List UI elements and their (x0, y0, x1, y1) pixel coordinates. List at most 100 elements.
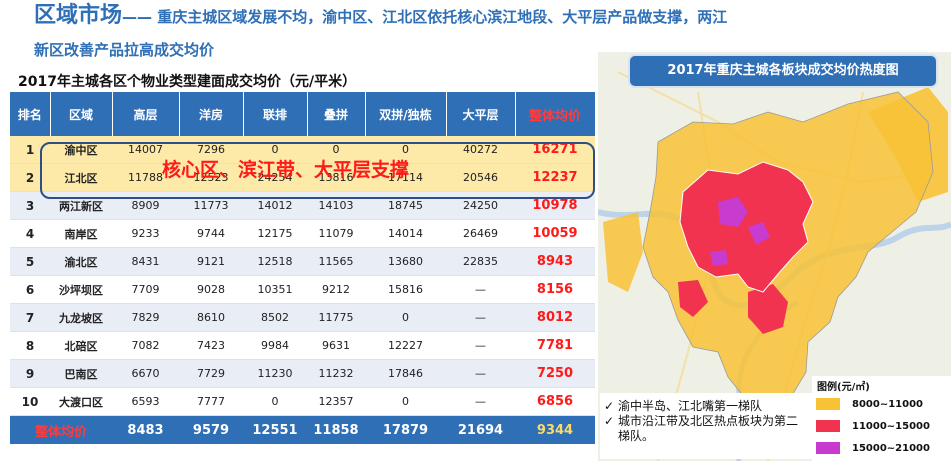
footer-cell: 17879 (365, 415, 446, 444)
large-flat-price: 20546 (446, 163, 515, 192)
footer-cell: 11858 (307, 415, 365, 444)
legend-title: 图例(元/㎡) (817, 382, 870, 393)
legend-swatch (816, 398, 840, 410)
headline-title: 区域市场 (34, 3, 123, 28)
villa-apartment-price: 7777 (179, 387, 243, 416)
stacked-price: 11079 (307, 219, 365, 248)
legend-label: 15000~21000 (852, 443, 930, 454)
core-area-callout: 核心区、滨江带、大平层支撑 (162, 159, 410, 181)
rank-cell: 8 (10, 331, 50, 360)
notes-panel: ✓ 渝中半岛、江北嘴第一梯队 ✓ 城市沿江带及北区热点板块为第二梯队。 (600, 393, 812, 459)
table-row: 9 巴南区 6670 7729 11230 11232 17846—7250 (10, 359, 595, 388)
large-flat-price: 26469 (446, 219, 515, 248)
highrise-price: 6670 (112, 359, 179, 388)
table-row: 2 江北区 11788 12523 24254 13816 17114 20546 12237 (10, 163, 595, 192)
overall-avg-price: 10978 (515, 191, 595, 220)
map-district-boundary (642, 91, 934, 425)
overall-avg-price: 16271 (515, 136, 595, 164)
townhouse-price: 10351 (243, 275, 307, 304)
heat-zone-15000-21000 (718, 197, 748, 227)
table-row: 4 南岸区 9233 9744 12175 11079 14014 26469 10059 (10, 219, 595, 248)
col-header-townhouse: 联排 (243, 92, 308, 136)
footer-cell: 8483 (112, 415, 179, 444)
area-cell: 北碚区 (50, 331, 112, 360)
heat-zone-15000-21000 (710, 250, 728, 266)
heat-zone-11000-15000 (748, 284, 788, 334)
check-icon: ✓ (604, 414, 615, 428)
stacked-price: 11232 (307, 359, 365, 388)
table-title: 2017年主城各区个物业类型建面成交均价（元/平米） (18, 74, 357, 90)
villa-apartment-price: 8610 (179, 303, 243, 332)
table-footer-row: 整体均价 8483 9579 12551 11858 17879 21694 9… (10, 415, 595, 444)
headline-dash: —— (122, 8, 153, 26)
table-row: 8 北碚区 7082 7423 9984 9631 12227—7781 (10, 331, 595, 360)
area-cell: 九龙坡区 (50, 303, 112, 332)
footer-label: 整体均价 (10, 415, 112, 444)
table-header-row: 排名 区域 高层 洋房 联排 叠拼 双拼/独栋 大平层 整体均价 (10, 92, 596, 136)
area-cell: 江北区 (50, 163, 112, 192)
heat-zone-11000-15000 (678, 280, 708, 317)
overall-avg-price: 8943 (515, 247, 595, 276)
rank-cell: 9 (10, 359, 50, 388)
large-flat-price: — (446, 331, 515, 360)
stacked-price: 9212 (307, 275, 365, 304)
semi-detached-price: 17114 (365, 163, 446, 192)
price-table: 排名 区域 高层 洋房 联排 叠拼 双拼/独栋 大平层 整体均价 1 渝中区 140… (10, 92, 596, 444)
overall-avg-price: 10059 (515, 219, 595, 248)
legend-item: 8000~11000 (816, 398, 923, 412)
table-row: 1 渝中区 14007 7296 0 0 0 40272 16271 (10, 136, 595, 164)
map-legend: 图例(元/㎡) 8000~11000 11000~15000 15000~210… (812, 376, 951, 461)
legend-item: 11000~15000 (816, 420, 930, 434)
note-item: ✓ 渝中半岛、江北嘴第一梯队 (604, 399, 808, 414)
highrise-price: 7709 (112, 275, 179, 304)
townhouse-price: 8502 (243, 303, 307, 332)
villa-apartment-price: 11773 (179, 191, 243, 220)
villa-apartment-price: 9744 (179, 219, 243, 248)
highrise-price: 8909 (112, 191, 179, 220)
core-area-highlight-box (40, 142, 595, 199)
villa-apartment-price: 12523 (179, 163, 243, 192)
overall-avg-price: 12237 (515, 163, 595, 192)
area-cell: 大渡口区 (50, 387, 112, 416)
semi-detached-price: 0 (365, 387, 446, 416)
legend-swatch (816, 420, 840, 432)
area-cell: 两江新区 (50, 191, 112, 220)
rank-cell: 4 (10, 219, 50, 248)
headline-line-1-text: 重庆主城区域发展不均，渝中区、江北区依托核心滨江地段、大平层产品做支撑，两江 (152, 8, 728, 26)
stacked-price: 0 (307, 136, 365, 164)
footer-cell: 9579 (179, 415, 243, 444)
map-district-boundary (679, 161, 814, 293)
overall-avg-price: 8156 (515, 275, 595, 304)
rank-cell: 7 (10, 303, 50, 332)
overall-avg-price: 6856 (515, 387, 595, 416)
semi-detached-price: 18745 (365, 191, 446, 220)
overall-avg-price: 7781 (515, 331, 595, 360)
townhouse-price: 24254 (243, 163, 307, 192)
col-header-villa-apartment: 洋房 (179, 92, 244, 136)
semi-detached-price: 15816 (365, 275, 446, 304)
highrise-price: 11788 (112, 163, 179, 192)
townhouse-price: 12518 (243, 247, 307, 276)
table-row: 3 两江新区 8909 11773 14012 14103 18745 24250 10978 (10, 191, 595, 220)
stacked-price: 9631 (307, 331, 365, 360)
col-header-highrise: 高层 (112, 92, 180, 136)
large-flat-price: — (446, 359, 515, 388)
rank-cell: 6 (10, 275, 50, 304)
col-header-rank: 排名 (10, 92, 51, 136)
col-header-stacked: 叠拼 (307, 92, 366, 136)
semi-detached-price: 0 (365, 303, 446, 332)
villa-apartment-price: 7423 (179, 331, 243, 360)
highrise-price: 6593 (112, 387, 179, 416)
semi-detached-price: 17846 (365, 359, 446, 388)
semi-detached-price: 13680 (365, 247, 446, 276)
check-icon: ✓ (604, 399, 615, 413)
semi-detached-price: 12227 (365, 331, 446, 360)
footer-cell: 21694 (446, 415, 515, 444)
townhouse-price: 14012 (243, 191, 307, 220)
area-cell: 沙坪坝区 (50, 275, 112, 304)
townhouse-price: 9984 (243, 331, 307, 360)
legend-item: 15000~21000 (816, 442, 930, 456)
footer-cell: 12551 (243, 415, 307, 444)
footer-overall-avg: 9344 (515, 415, 595, 444)
overall-avg-price: 8012 (515, 303, 595, 332)
